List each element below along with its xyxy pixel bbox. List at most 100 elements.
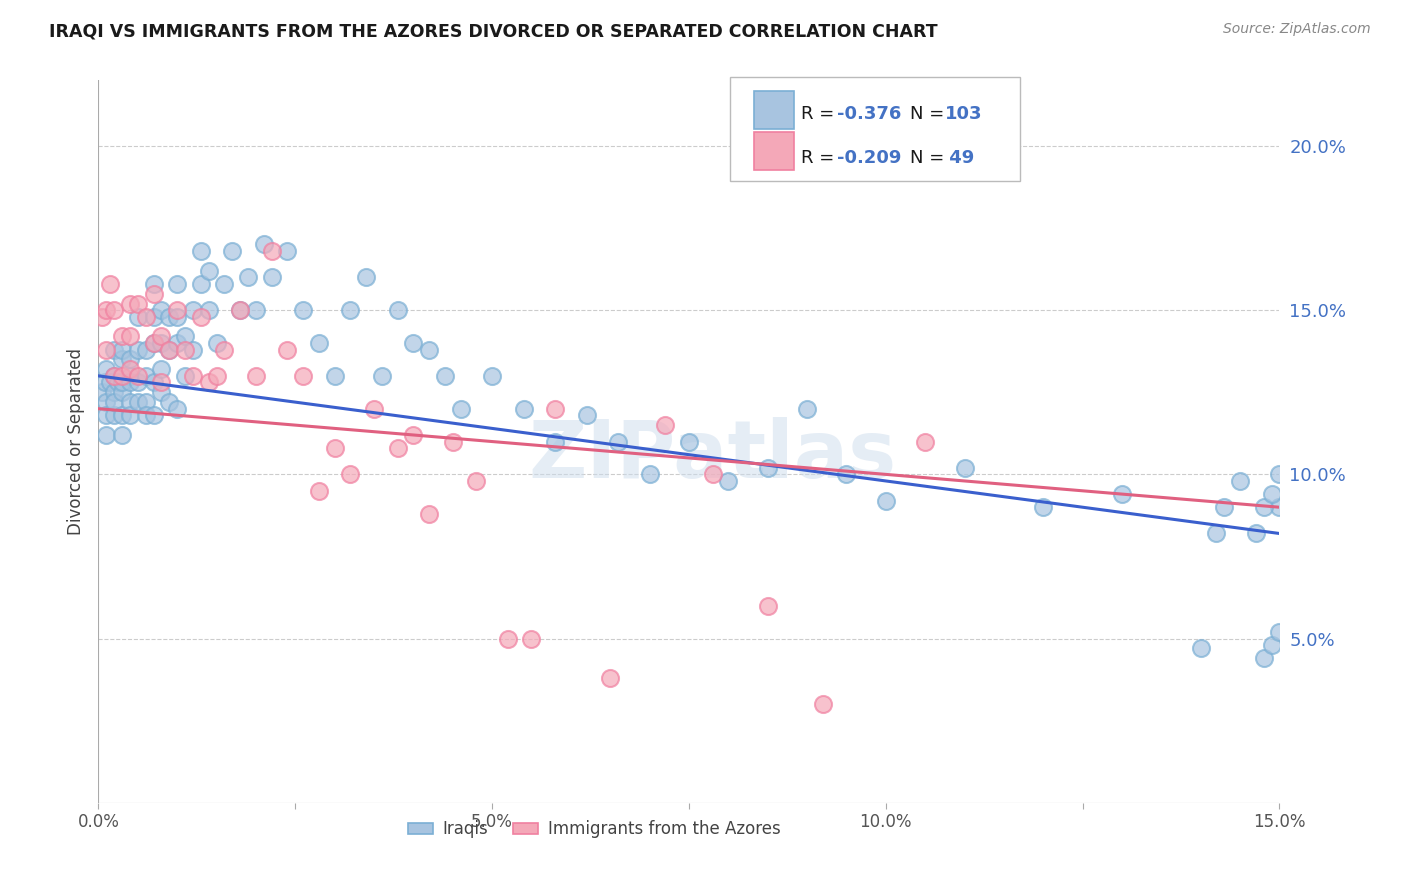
Point [142, 286, 165, 301]
Point [339, 467, 361, 482]
Point [166, 310, 188, 324]
Point [1244, 526, 1267, 541]
Point [107, 376, 129, 390]
Point [811, 698, 834, 712]
Point [157, 395, 180, 409]
Point [253, 237, 276, 252]
Point [678, 434, 700, 449]
Point [190, 310, 212, 324]
Point [354, 270, 377, 285]
Point [190, 244, 212, 258]
Point [181, 368, 204, 383]
Point [111, 409, 134, 423]
Point [157, 343, 180, 357]
Point [111, 385, 134, 400]
Point [496, 632, 519, 646]
Point [1229, 474, 1251, 488]
Point [103, 303, 125, 318]
Point [520, 632, 543, 646]
Point [387, 441, 409, 455]
Point [103, 343, 125, 357]
Point [245, 368, 267, 383]
Point [875, 493, 897, 508]
Point [174, 368, 197, 383]
Y-axis label: Divorced or Separated: Divorced or Separated [66, 348, 84, 535]
Point [197, 376, 219, 390]
Point [756, 460, 779, 475]
Point [214, 343, 236, 357]
Point [166, 303, 188, 318]
Point [96, 409, 118, 423]
Point [91, 385, 114, 400]
Point [103, 395, 125, 409]
Point [796, 401, 818, 416]
Point [142, 376, 165, 390]
Point [127, 310, 149, 324]
Point [1260, 638, 1282, 652]
Text: ZIPatlas: ZIPatlas [529, 417, 897, 495]
Point [387, 303, 409, 318]
Point [118, 409, 141, 423]
Point [118, 376, 141, 390]
Text: 49: 49 [943, 149, 974, 168]
Point [174, 343, 197, 357]
Point [308, 336, 330, 351]
Point [717, 474, 740, 488]
Point [96, 343, 118, 357]
Text: N =: N = [910, 149, 950, 168]
Point [96, 395, 118, 409]
Point [135, 343, 157, 357]
Point [142, 310, 165, 324]
Point [418, 507, 440, 521]
Text: N =: N = [910, 105, 950, 123]
Point [118, 362, 141, 376]
Point [118, 329, 141, 343]
Point [292, 368, 315, 383]
Legend: Iraqis, Immigrants from the Azores: Iraqis, Immigrants from the Azores [401, 814, 787, 845]
Text: R =: R = [801, 149, 841, 168]
Point [418, 343, 440, 357]
Text: -0.209: -0.209 [837, 149, 901, 168]
Point [544, 401, 567, 416]
Point [111, 352, 134, 367]
Point [205, 368, 228, 383]
Point [1268, 625, 1291, 640]
Text: IRAQI VS IMMIGRANTS FROM THE AZORES DIVORCED OR SEPARATED CORRELATION CHART: IRAQI VS IMMIGRANTS FROM THE AZORES DIVO… [49, 22, 938, 40]
Point [756, 599, 779, 613]
Point [1111, 487, 1133, 501]
Point [91, 310, 114, 324]
Point [142, 336, 165, 351]
Text: R =: R = [801, 105, 841, 123]
Point [96, 428, 118, 442]
Point [276, 244, 298, 258]
Point [166, 277, 188, 291]
Point [150, 303, 173, 318]
Point [111, 368, 134, 383]
Point [214, 277, 236, 291]
Point [166, 336, 188, 351]
Point [111, 329, 134, 343]
Point [98, 376, 121, 390]
Point [229, 303, 252, 318]
Point [323, 441, 346, 455]
Point [1268, 467, 1291, 482]
Point [118, 352, 141, 367]
Point [308, 483, 330, 498]
Point [450, 401, 472, 416]
Point [481, 368, 503, 383]
Point [292, 303, 315, 318]
Text: -0.376: -0.376 [837, 105, 901, 123]
Point [197, 264, 219, 278]
Point [111, 343, 134, 357]
Point [363, 401, 385, 416]
FancyBboxPatch shape [730, 77, 1019, 181]
Point [157, 343, 180, 357]
Text: Source: ZipAtlas.com: Source: ZipAtlas.com [1223, 22, 1371, 37]
Point [323, 368, 346, 383]
Point [276, 343, 298, 357]
Point [127, 368, 149, 383]
Point [93, 376, 115, 390]
Point [197, 303, 219, 318]
Point [544, 434, 567, 449]
Point [599, 671, 621, 685]
